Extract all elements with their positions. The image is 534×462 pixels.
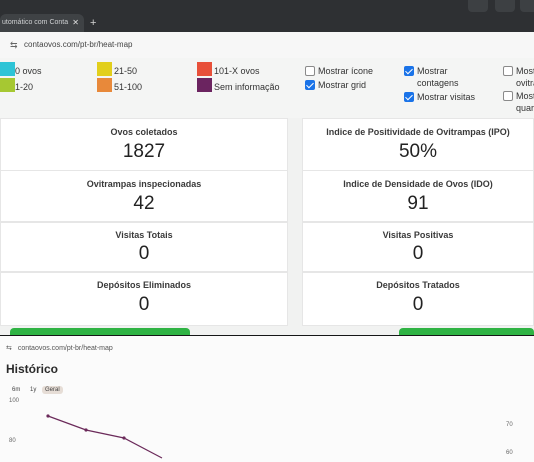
y-axis-tick-left: 100 — [9, 398, 20, 404]
stat-card-visitas-positivas: Visitas Positivas 0 — [302, 222, 534, 272]
legend-label: 1-20 — [15, 82, 34, 92]
legend-label: 101-X ovos — [214, 66, 260, 76]
series-point-left — [46, 414, 50, 418]
stat-value: 91 — [407, 193, 429, 214]
series-line-left — [47, 415, 163, 459]
show-quarteiroes-label: Mostr quart — [516, 91, 534, 113]
url-text[interactable]: contaovos.com/pt-br/heat-map — [24, 40, 133, 49]
show-grid-checkbox[interactable] — [305, 80, 315, 90]
stat-value: 0 — [412, 294, 424, 315]
legend-swatch-0-ovos — [0, 62, 15, 76]
stat-label: Indice de Positividade de Ovitrampas (IP… — [326, 127, 510, 137]
y-axis-tick-left: 80 — [9, 438, 16, 444]
legend-label: 21-50 — [114, 66, 138, 76]
legend-label: 0 ovos — [15, 66, 42, 76]
show-visits-label: Mostrar visitas — [417, 92, 476, 102]
show-grid-label: Mostrar grid — [318, 80, 367, 90]
stat-label: Indice de Densidade de Ovos (IDO) — [343, 179, 493, 189]
stat-card-depositos-eliminados: Depósitos Eliminados 0 — [0, 272, 288, 326]
stat-label: Visitas Positivas — [382, 230, 454, 240]
address-bar[interactable]: ⇆ contaovos.com/pt-br/heat-map — [6, 344, 113, 352]
stat-value: 0 — [412, 243, 424, 264]
stat-label: Ovos coletados — [110, 127, 178, 137]
legend-swatch-1-20 — [0, 78, 15, 92]
stat-card-ovos-coletados: Ovos coletados 1827 — [0, 118, 288, 174]
green-action-button[interactable] — [10, 328, 190, 335]
stat-card-ovitrampas: Ovitrampas inspecionadas 42 — [0, 170, 288, 222]
y-axis-tick-right: 60 — [506, 450, 513, 456]
y-axis-tick-right: 70 — [506, 422, 513, 428]
series-point-left — [122, 436, 126, 440]
stat-label: Visitas Totais — [115, 230, 173, 240]
history-chart: 100 80 70 60 — [9, 398, 513, 459]
show-counts-checkbox[interactable] — [404, 66, 414, 76]
stat-value: 0 — [138, 243, 150, 264]
tab-title: utomático com Conta — [2, 19, 69, 26]
window-control[interactable] — [520, 0, 534, 12]
show-icon-label: Mostrar ícone — [318, 66, 374, 76]
range-6m-button[interactable]: 6m — [12, 387, 21, 393]
history-window: ⇆ contaovos.com/pt-br/heat-map Histórico… — [0, 336, 534, 462]
legend-label: Sem informação — [214, 82, 280, 92]
stat-value: 50% — [398, 141, 438, 162]
range-geral-button[interactable]: Geral — [42, 386, 63, 394]
series-point-left — [84, 428, 88, 432]
stat-value: 0 — [138, 294, 150, 315]
browser-tab-bar: utomático com Conta ✕ + — [0, 0, 534, 32]
window-control[interactable] — [468, 0, 488, 12]
stat-label: Ovitrampas inspecionadas — [86, 179, 202, 189]
map-legend: 0 ovos 1-20 21-50 51-100 101-X ovos Sem … — [0, 58, 534, 118]
legend-swatch-21-50 — [97, 62, 112, 76]
window-control[interactable] — [495, 0, 515, 12]
url-text[interactable]: contaovos.com/pt-br/heat-map — [17, 345, 113, 352]
new-tab-button[interactable]: + — [90, 17, 97, 29]
show-counts-label: Mostrar contagens — [417, 66, 459, 88]
heat-map-window: utomático com Conta ✕ + ⇆ contaovos.com/… — [0, 0, 534, 335]
show-icon-checkbox[interactable] — [305, 66, 315, 76]
site-settings-icon[interactable]: ⇆ — [6, 345, 12, 352]
site-settings-icon[interactable]: ⇆ — [10, 40, 18, 50]
stat-label: Depósitos Eliminados — [96, 280, 192, 290]
close-icon[interactable]: ✕ — [72, 18, 79, 27]
stat-card-depositos-tratados: Depósitos Tratados 0 — [302, 272, 534, 326]
show-ovitrampas-label: Mostr ovitra — [516, 66, 534, 88]
range-1y-button[interactable]: 1y — [30, 387, 37, 393]
legend-swatch-51-100 — [97, 78, 112, 92]
show-ovitrampas-checkbox[interactable] — [503, 66, 513, 76]
stat-value: 1827 — [122, 141, 166, 162]
legend-swatch-sem-informacao — [197, 78, 212, 92]
stat-card-ido: Indice de Densidade de Ovos (IDO) 91 — [302, 170, 534, 222]
legend-label: 51-100 — [114, 82, 143, 92]
stat-card-ipo: Indice de Positividade de Ovitrampas (IP… — [302, 118, 534, 174]
green-action-button[interactable] — [399, 328, 534, 335]
stat-value: 42 — [133, 193, 155, 214]
legend-swatch-101-x — [197, 62, 212, 76]
address-bar[interactable]: ⇆ contaovos.com/pt-br/heat-map — [0, 32, 534, 59]
show-visits-checkbox[interactable] — [404, 92, 414, 102]
stat-card-visitas-totais: Visitas Totais 0 — [0, 222, 288, 272]
stat-label: Depósitos Tratados — [376, 280, 460, 290]
show-quarteiroes-checkbox[interactable] — [503, 91, 513, 101]
page-title: Histórico — [6, 362, 59, 376]
browser-tab[interactable]: utomático com Conta ✕ — [0, 14, 84, 32]
